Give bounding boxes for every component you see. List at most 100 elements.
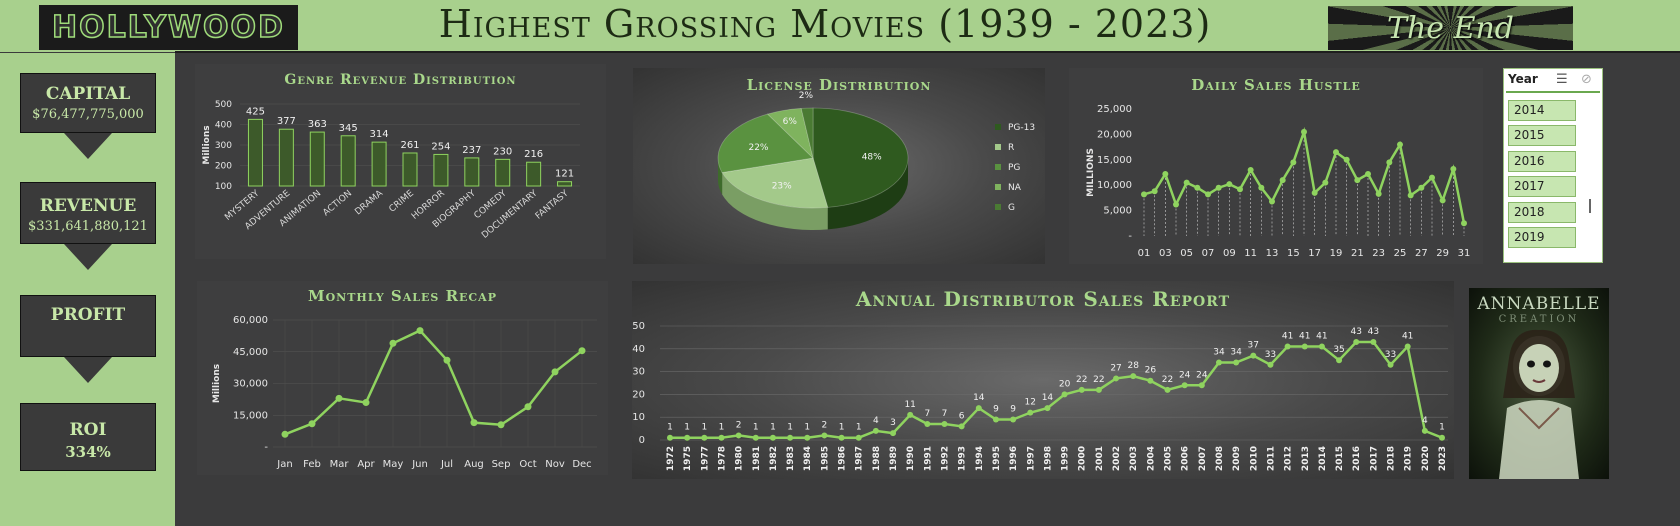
slicer-scrollbar[interactable] xyxy=(1589,199,1591,213)
y-axis-label: MILLIONS xyxy=(1086,148,1096,197)
data-label: 2 xyxy=(822,420,828,430)
data-point xyxy=(1250,352,1257,359)
data-label: 2 xyxy=(736,420,742,430)
x-tick-label: 13 xyxy=(1266,248,1279,259)
data-point xyxy=(1354,177,1361,184)
x-tick-label: 1995 xyxy=(992,446,1002,471)
x-tick-label: 1993 xyxy=(958,446,968,471)
x-tick-label: 17 xyxy=(1308,248,1321,259)
pie-slice xyxy=(800,107,814,159)
x-tick-label: 1975 xyxy=(683,446,693,471)
clear-filter-icon[interactable]: ⊘ xyxy=(1581,72,1592,87)
data-label: 1 xyxy=(753,423,759,433)
x-tick-label: 05 xyxy=(1180,248,1193,259)
x-tick-label: 1987 xyxy=(855,446,865,471)
data-point xyxy=(1439,197,1446,204)
data-point xyxy=(1322,179,1329,186)
slicer-item[interactable]: 2016 xyxy=(1508,151,1576,172)
data-point xyxy=(578,347,586,355)
pie-slice-side xyxy=(722,172,828,230)
data-point xyxy=(838,434,845,441)
slicer-item[interactable]: 2018 xyxy=(1508,202,1576,223)
data-label: 377 xyxy=(277,116,296,127)
data-label: 7 xyxy=(924,409,930,419)
y-tick-label: 10 xyxy=(632,412,645,423)
y-tick-label: 50 xyxy=(632,321,645,332)
data-point xyxy=(1130,373,1137,380)
legend-label: G xyxy=(1008,203,1015,213)
x-tick-label: 1982 xyxy=(769,446,779,471)
slicer-item[interactable]: 2017 xyxy=(1508,176,1576,197)
x-tick-label: DRAMA xyxy=(353,188,385,217)
annual-chart-title: Annual Distributor Sales Report xyxy=(855,287,1231,311)
y-tick-label: 5,000 xyxy=(1103,206,1132,217)
data-point xyxy=(1194,184,1201,191)
pie-slice xyxy=(717,113,814,173)
data-label: 27 xyxy=(1110,363,1121,373)
slice-label: 6% xyxy=(783,117,798,127)
y-tick-label: 0 xyxy=(639,435,645,446)
data-point xyxy=(890,430,897,437)
slice-label: 2% xyxy=(799,91,814,101)
profit-label: PROFIT xyxy=(50,305,126,325)
data-label: 14 xyxy=(1042,393,1054,403)
x-tick-label: 1992 xyxy=(940,446,950,471)
x-tick-label: 1988 xyxy=(872,446,882,471)
multi-select-icon[interactable]: ☰ xyxy=(1556,72,1568,87)
data-point xyxy=(1113,375,1120,382)
y-tick-label: 300 xyxy=(215,141,232,151)
slicer-item[interactable]: 2015 xyxy=(1508,125,1576,146)
x-tick-label: 11 xyxy=(1244,248,1257,259)
data-point xyxy=(975,405,982,412)
x-tick-label: 09 xyxy=(1223,248,1236,259)
data-point xyxy=(362,399,370,407)
data-point xyxy=(1183,179,1190,186)
bar xyxy=(371,141,387,187)
data-point xyxy=(470,419,478,427)
y-tick-label: 45,000 xyxy=(233,347,268,358)
data-point xyxy=(1375,190,1382,197)
x-tick-label: 1980 xyxy=(735,446,745,471)
data-point xyxy=(1267,361,1274,368)
data-label: 9 xyxy=(993,404,999,414)
genre-chart-title: Genre Revenue Distribution xyxy=(284,72,517,88)
data-point xyxy=(1404,343,1411,350)
data-point xyxy=(1318,343,1325,350)
x-tick-label: 23 xyxy=(1372,248,1385,259)
data-point xyxy=(1078,386,1085,393)
x-tick-label: 07 xyxy=(1202,248,1215,259)
x-tick-label: 2000 xyxy=(1078,446,1088,471)
profit-card: PROFIT xyxy=(20,295,156,357)
year-slicer[interactable]: Year ☰ ⊘ 2014 2015 2016 2017 2018 2019 xyxy=(1503,68,1603,263)
legend-label: R xyxy=(1008,143,1014,153)
data-label: 6 xyxy=(959,411,965,421)
data-point xyxy=(804,434,811,441)
x-tick-label: 19 xyxy=(1330,248,1343,259)
x-tick-label: Jul xyxy=(440,459,453,470)
genre-chart-panel: Genre Revenue Distribution 500 400 300 200 1… xyxy=(195,64,606,259)
data-point xyxy=(497,421,505,429)
data-point xyxy=(907,411,914,418)
y-axis-label: Millions xyxy=(212,364,222,403)
data-point xyxy=(1284,343,1291,350)
slice-label: 23% xyxy=(772,181,792,191)
y-tick-label: 200 xyxy=(215,162,232,172)
daily-chart-panel: Daily Sales Hustle 25,000 20,000 15,000 10,… xyxy=(1069,68,1483,264)
bar xyxy=(557,181,573,187)
bar xyxy=(340,135,356,187)
data-label: 425 xyxy=(246,106,265,117)
data-point xyxy=(1027,409,1034,416)
legend-swatch xyxy=(995,184,1001,190)
data-label: 237 xyxy=(462,145,481,156)
data-point xyxy=(821,432,828,439)
legend-label: PG xyxy=(1008,163,1020,173)
slicer-item[interactable]: 2019 xyxy=(1508,227,1576,248)
data-point xyxy=(1333,149,1339,156)
x-tick-label: DOCUMENTARY xyxy=(480,188,540,240)
daily-chart-title: Daily Sales Hustle xyxy=(1191,76,1361,94)
slicer-item[interactable]: 2014 xyxy=(1508,100,1576,121)
data-label: 3 xyxy=(890,418,896,428)
data-label: 28 xyxy=(1127,361,1139,371)
data-point xyxy=(1198,382,1205,389)
data-point xyxy=(872,427,879,434)
